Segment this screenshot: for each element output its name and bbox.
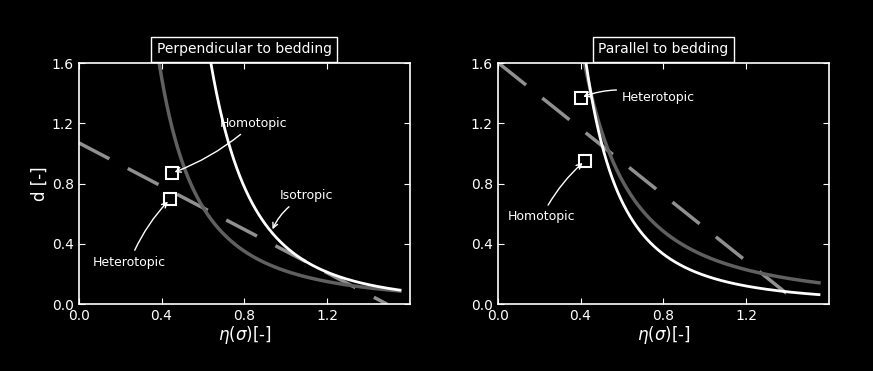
Text: Heterotopic: Heterotopic — [585, 90, 695, 104]
Text: Homotopic: Homotopic — [176, 117, 287, 172]
X-axis label: $\eta(\sigma)$[-]: $\eta(\sigma)$[-] — [217, 325, 272, 347]
X-axis label: $\eta(\sigma)$[-]: $\eta(\sigma)$[-] — [636, 325, 691, 347]
Title: Parallel to bedding: Parallel to bedding — [598, 42, 729, 56]
Text: Homotopic: Homotopic — [508, 164, 581, 223]
Text: Isotropic: Isotropic — [273, 189, 333, 228]
Title: Perpendicular to bedding: Perpendicular to bedding — [157, 42, 332, 56]
Y-axis label: d [-]: d [-] — [31, 166, 49, 201]
Text: Heterotopic: Heterotopic — [93, 203, 167, 269]
